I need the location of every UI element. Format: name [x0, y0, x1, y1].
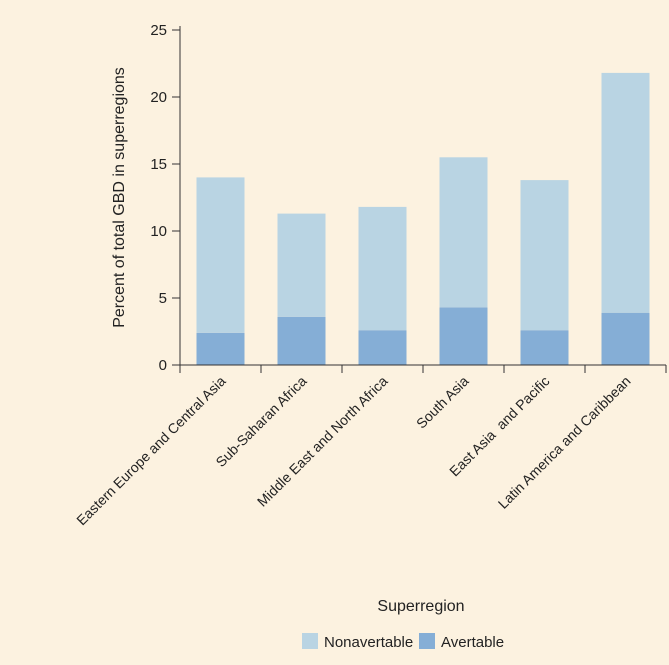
y-axis-title: Percent of total GBD in superregions [111, 67, 128, 328]
bar-nonavertable-5 [520, 180, 569, 331]
bar-nonavertable-1 [196, 177, 245, 333]
y-tick-label: 20 [150, 89, 167, 106]
bar-nonavertable-6 [601, 72, 650, 313]
bar-avertable-5 [520, 330, 569, 365]
bars-group [196, 72, 650, 365]
legend-swatch-avertable [419, 633, 435, 649]
legend: Nonavertable Avertable [302, 633, 504, 651]
x-tick-label: South Asia [413, 373, 472, 432]
bar-avertable-3 [358, 330, 407, 365]
y-tick-label: 5 [159, 290, 167, 307]
y-axis: 0 5 10 15 20 25 [150, 22, 181, 374]
x-tick-label: Sub-Saharan Africa [212, 373, 309, 470]
bar-avertable-2 [277, 316, 326, 365]
bar-avertable-1 [196, 332, 245, 365]
x-axis-title: Superregion [377, 598, 464, 615]
y-tick-label: 10 [150, 223, 167, 240]
y-tick-label: 15 [150, 156, 167, 173]
x-tick-label: Latin America and Caribbean [495, 373, 634, 512]
x-tick-label: Middle East and North Africa [254, 373, 391, 510]
bar-nonavertable-4 [439, 157, 488, 308]
bar-nonavertable-2 [277, 213, 326, 317]
bar-avertable-6 [601, 312, 650, 365]
y-tick-label: 25 [150, 22, 167, 39]
legend-swatch-nonavertable [302, 633, 318, 649]
bar-avertable-4 [439, 307, 488, 365]
y-tick-label: 0 [159, 357, 167, 374]
bar-nonavertable-3 [358, 206, 407, 331]
legend-label-avertable: Avertable [441, 634, 504, 651]
x-tick-label: Eastern Europe and Central Asia [73, 373, 229, 529]
legend-label-nonavertable: Nonavertable [324, 634, 413, 651]
x-axis: Eastern Europe and Central AsiaSub-Sahar… [73, 364, 667, 529]
